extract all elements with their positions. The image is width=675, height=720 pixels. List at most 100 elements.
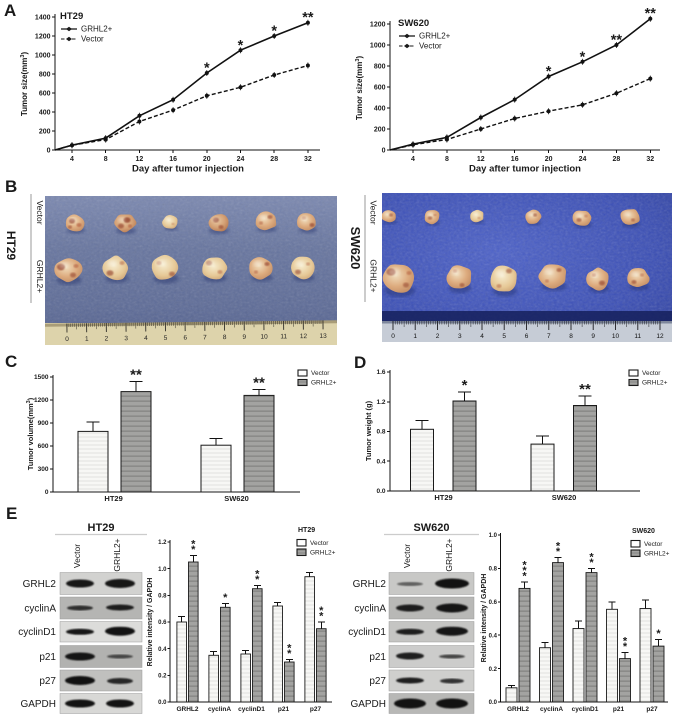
svg-text:28: 28 — [613, 156, 621, 163]
svg-text:*: * — [319, 605, 324, 617]
svg-text:1.2: 1.2 — [158, 540, 167, 546]
svg-text:*: * — [522, 570, 527, 582]
svg-text:11: 11 — [280, 333, 287, 340]
svg-text:Vector: Vector — [419, 42, 442, 51]
svg-text:*: * — [546, 64, 552, 80]
svg-text:1000: 1000 — [35, 52, 51, 59]
svg-text:cyclinA: cyclinA — [354, 604, 386, 615]
svg-text:0.0: 0.0 — [489, 700, 498, 706]
svg-text:**: ** — [253, 374, 265, 391]
svg-text:Vector: Vector — [72, 544, 82, 568]
svg-text:0.8: 0.8 — [376, 429, 385, 436]
svg-text:HT29: HT29 — [298, 527, 315, 534]
svg-text:300: 300 — [38, 466, 49, 473]
svg-text:**: ** — [645, 6, 657, 22]
svg-text:Tumor size(mm3): Tumor size(mm3) — [20, 52, 29, 117]
svg-text:HT29: HT29 — [60, 11, 83, 22]
svg-text:SW620: SW620 — [413, 522, 449, 534]
svg-text:1400: 1400 — [35, 14, 51, 21]
svg-text:0.4: 0.4 — [376, 458, 385, 465]
svg-text:2: 2 — [105, 335, 109, 342]
svg-text:p27: p27 — [39, 676, 56, 687]
svg-text:5: 5 — [164, 335, 168, 342]
svg-text:cyclinD1: cyclinD1 — [348, 627, 386, 638]
svg-text:cyclinD1: cyclinD1 — [238, 706, 265, 713]
svg-text:8: 8 — [223, 334, 227, 341]
svg-text:*: * — [255, 568, 260, 580]
svg-text:Vector: Vector — [644, 541, 663, 548]
svg-text:12: 12 — [477, 156, 485, 163]
svg-text:6: 6 — [183, 335, 187, 342]
svg-text:400: 400 — [374, 105, 386, 112]
svg-text:p27: p27 — [646, 706, 658, 713]
svg-text:1.0: 1.0 — [158, 567, 167, 573]
svg-text:GRHL2+: GRHL2+ — [419, 32, 451, 41]
svg-text:10: 10 — [260, 334, 268, 341]
svg-text:cyclinA: cyclinA — [540, 706, 563, 713]
svg-text:0.2: 0.2 — [158, 674, 167, 680]
svg-text:Relative intensity / GAPDH: Relative intensity / GAPDH — [481, 574, 488, 663]
svg-text:0.4: 0.4 — [158, 647, 167, 653]
svg-text:*: * — [462, 377, 468, 394]
svg-text:Vector: Vector — [35, 200, 45, 224]
svg-text:1: 1 — [413, 333, 417, 340]
svg-text:8: 8 — [569, 333, 573, 340]
svg-text:Tumor weight (g): Tumor weight (g) — [364, 400, 373, 461]
svg-text:1.6: 1.6 — [376, 369, 385, 376]
svg-text:*: * — [556, 546, 561, 558]
svg-text:3: 3 — [124, 335, 128, 342]
svg-text:1000: 1000 — [370, 42, 386, 49]
svg-text:*: * — [522, 565, 527, 577]
svg-text:Day after tumor injection: Day after tumor injection — [469, 164, 581, 175]
svg-text:0.0: 0.0 — [158, 700, 167, 706]
svg-text:4: 4 — [144, 335, 148, 342]
svg-text:Day after tumor injection: Day after tumor injection — [132, 164, 244, 175]
svg-text:**: ** — [579, 381, 591, 398]
svg-text:GRHL2+: GRHL2+ — [112, 538, 122, 571]
svg-text:HT29: HT29 — [104, 494, 122, 503]
svg-text:9: 9 — [591, 333, 595, 340]
svg-text:*: * — [191, 544, 196, 556]
svg-text:*: * — [589, 551, 594, 563]
svg-text:GRHL2+: GRHL2+ — [642, 380, 668, 387]
svg-text:C: C — [5, 352, 17, 371]
svg-text:Vector: Vector — [81, 35, 104, 44]
svg-text:0.2: 0.2 — [489, 667, 498, 673]
svg-text:20: 20 — [203, 156, 211, 163]
svg-text:4: 4 — [70, 156, 74, 163]
svg-text:SW620: SW620 — [398, 18, 429, 29]
svg-text:4: 4 — [480, 333, 484, 340]
svg-text:0: 0 — [65, 336, 69, 343]
svg-text:**: ** — [302, 10, 314, 26]
svg-text:D: D — [354, 353, 366, 372]
svg-text:600: 600 — [374, 84, 386, 91]
svg-text:SW620: SW620 — [348, 227, 363, 270]
svg-text:A: A — [4, 1, 16, 20]
svg-text:cyclinD1: cyclinD1 — [18, 627, 56, 638]
svg-text:GRHL2+: GRHL2+ — [81, 25, 113, 34]
svg-text:cyclinD1: cyclinD1 — [572, 706, 599, 713]
svg-text:800: 800 — [39, 71, 51, 78]
svg-text:7: 7 — [203, 334, 207, 341]
svg-text:1: 1 — [85, 336, 89, 343]
svg-text:**: ** — [611, 33, 623, 49]
svg-text:200: 200 — [39, 128, 51, 135]
svg-text:400: 400 — [39, 109, 51, 116]
svg-text:E: E — [6, 504, 17, 523]
svg-text:8: 8 — [104, 156, 108, 163]
svg-text:12: 12 — [300, 333, 308, 340]
svg-text:GRHL2+: GRHL2+ — [644, 551, 670, 558]
svg-text:16: 16 — [511, 156, 519, 163]
svg-text:Vector: Vector — [310, 540, 329, 547]
svg-text:1200: 1200 — [34, 397, 49, 404]
svg-text:7: 7 — [547, 333, 551, 340]
svg-text:0.0: 0.0 — [376, 488, 385, 495]
svg-text:SW620: SW620 — [552, 493, 577, 502]
svg-text:Tumor size(mm3): Tumor size(mm3) — [355, 56, 364, 121]
svg-text:GRHL2+: GRHL2+ — [310, 550, 336, 557]
svg-text:11: 11 — [634, 333, 641, 340]
svg-text:0.8: 0.8 — [158, 594, 167, 600]
svg-text:1200: 1200 — [35, 33, 51, 40]
svg-text:600: 600 — [39, 90, 51, 97]
svg-text:4: 4 — [411, 156, 415, 163]
